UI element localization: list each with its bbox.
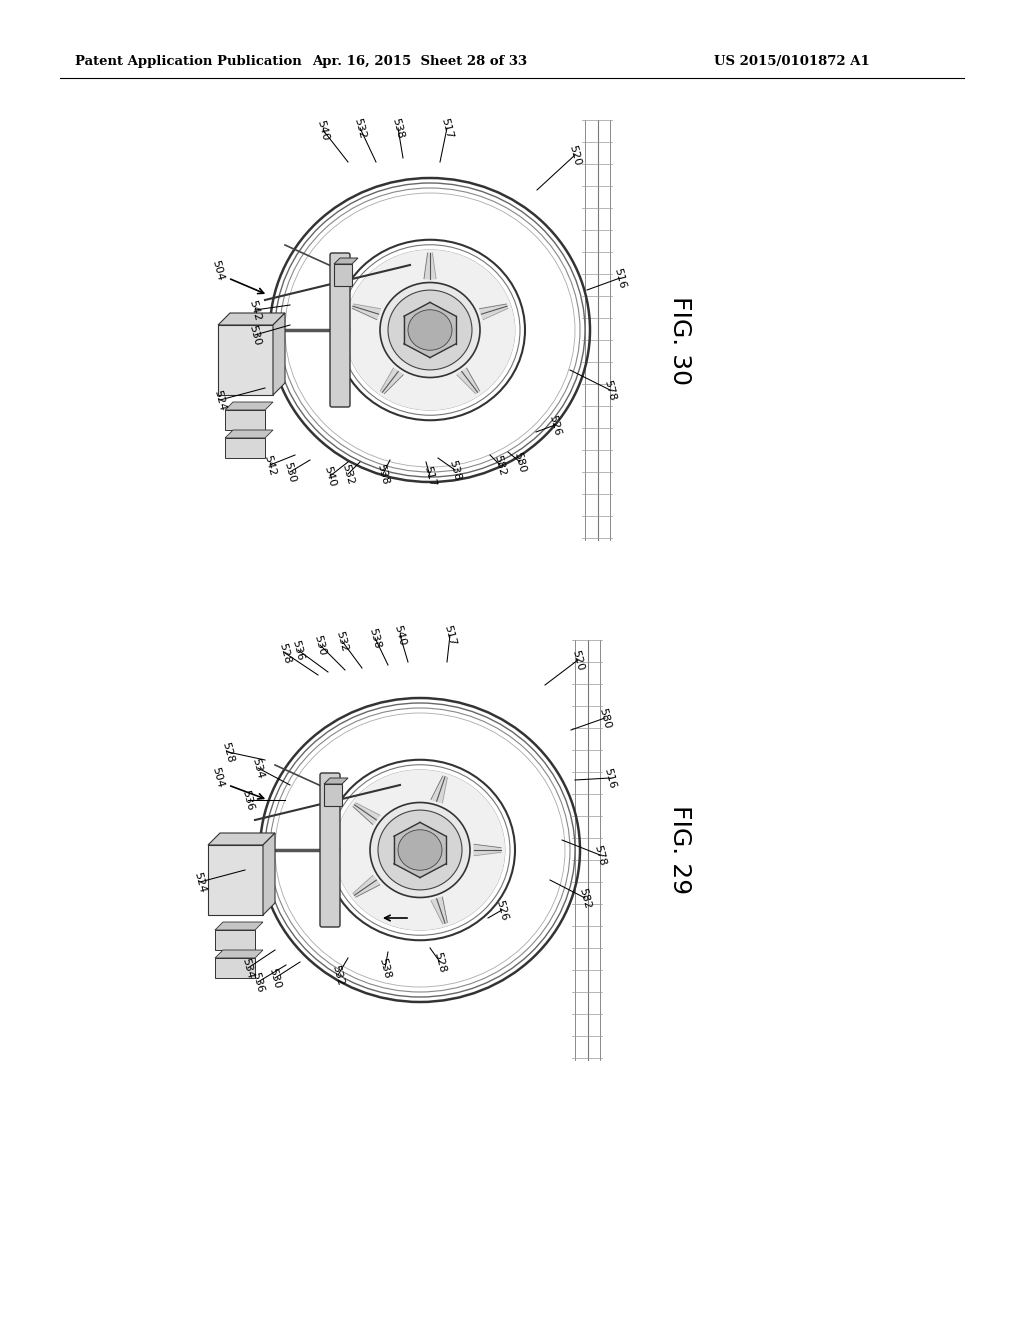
FancyBboxPatch shape	[330, 253, 350, 407]
Ellipse shape	[335, 770, 505, 931]
Polygon shape	[381, 368, 403, 393]
Polygon shape	[404, 302, 456, 358]
Polygon shape	[394, 822, 446, 878]
Polygon shape	[273, 313, 285, 395]
Text: 530: 530	[267, 966, 283, 990]
Polygon shape	[457, 368, 479, 393]
Text: 517: 517	[442, 623, 458, 647]
Polygon shape	[334, 264, 352, 286]
Polygon shape	[208, 833, 275, 845]
Text: 534: 534	[241, 957, 256, 979]
Text: 538: 538	[368, 627, 383, 649]
Text: 542: 542	[262, 454, 278, 477]
Polygon shape	[431, 898, 447, 924]
Text: 534: 534	[251, 756, 265, 780]
Text: 524: 524	[212, 388, 227, 412]
Text: 504: 504	[211, 259, 225, 281]
Polygon shape	[218, 313, 285, 325]
Text: 516: 516	[602, 767, 617, 789]
Text: 528: 528	[432, 950, 447, 974]
FancyBboxPatch shape	[319, 774, 340, 927]
Ellipse shape	[398, 830, 442, 870]
Polygon shape	[215, 921, 263, 931]
Ellipse shape	[378, 810, 462, 890]
Polygon shape	[225, 430, 273, 438]
Polygon shape	[263, 833, 275, 915]
Polygon shape	[215, 958, 255, 978]
Text: 578: 578	[593, 843, 607, 866]
Text: Apr. 16, 2015  Sheet 28 of 33: Apr. 16, 2015 Sheet 28 of 33	[312, 55, 527, 69]
Text: 530: 530	[248, 323, 262, 346]
Ellipse shape	[370, 803, 470, 898]
Ellipse shape	[380, 282, 480, 378]
Text: 538: 538	[447, 458, 463, 482]
Polygon shape	[353, 875, 380, 898]
Text: 540: 540	[315, 119, 331, 141]
Ellipse shape	[408, 310, 452, 350]
Text: 536: 536	[241, 788, 256, 812]
Polygon shape	[353, 803, 380, 825]
Text: FIG. 29: FIG. 29	[668, 805, 692, 895]
Text: 520: 520	[567, 144, 583, 166]
Text: 530: 530	[312, 634, 328, 656]
Text: 532: 532	[335, 630, 349, 652]
Text: 536: 536	[291, 639, 305, 661]
Text: 517: 517	[423, 465, 437, 487]
Polygon shape	[334, 257, 358, 264]
Text: 504: 504	[211, 766, 225, 788]
Text: 580: 580	[597, 706, 612, 730]
Text: 582: 582	[493, 454, 508, 477]
Text: 524: 524	[193, 870, 208, 894]
Polygon shape	[324, 777, 348, 784]
Text: FIG. 30: FIG. 30	[668, 296, 692, 384]
Polygon shape	[324, 784, 342, 807]
Text: 542: 542	[248, 298, 262, 322]
Text: 538: 538	[378, 957, 392, 979]
Polygon shape	[215, 950, 263, 958]
Text: 516: 516	[612, 267, 628, 289]
Text: 532: 532	[340, 462, 355, 486]
Polygon shape	[225, 403, 273, 411]
Polygon shape	[431, 776, 447, 803]
Text: 536: 536	[251, 970, 265, 994]
Text: 520: 520	[570, 648, 586, 672]
Polygon shape	[424, 253, 436, 279]
Text: 528: 528	[220, 741, 236, 763]
Text: 540: 540	[323, 465, 338, 487]
Text: 528: 528	[278, 642, 293, 664]
Ellipse shape	[388, 290, 472, 370]
Polygon shape	[218, 325, 273, 395]
Text: 538: 538	[376, 462, 390, 486]
Text: 582: 582	[578, 887, 593, 909]
Text: 532: 532	[352, 116, 368, 140]
Text: 526: 526	[495, 899, 510, 921]
Polygon shape	[208, 845, 263, 915]
Polygon shape	[352, 304, 381, 319]
Text: US 2015/0101872 A1: US 2015/0101872 A1	[715, 55, 870, 69]
Polygon shape	[225, 411, 265, 430]
Polygon shape	[225, 438, 265, 458]
Text: 517: 517	[439, 116, 455, 140]
Text: 580: 580	[512, 450, 527, 474]
Polygon shape	[215, 931, 255, 950]
Text: 526: 526	[548, 413, 562, 437]
Text: 530: 530	[283, 461, 298, 483]
Text: 578: 578	[602, 379, 617, 401]
Ellipse shape	[345, 249, 515, 411]
Text: 532: 532	[331, 964, 345, 986]
Text: Patent Application Publication: Patent Application Publication	[75, 55, 302, 69]
Polygon shape	[479, 304, 508, 319]
Polygon shape	[474, 845, 501, 855]
Text: 540: 540	[392, 623, 408, 647]
Text: 538: 538	[390, 116, 406, 140]
